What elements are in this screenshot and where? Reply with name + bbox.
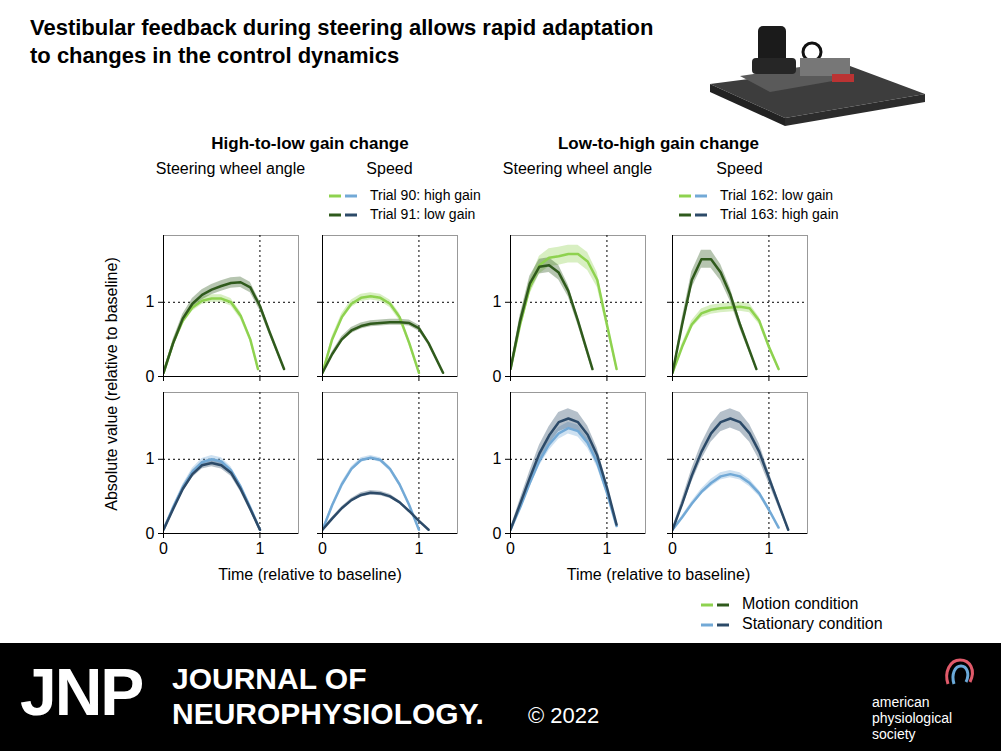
html-text:american physiological society: american physiological society	[872, 694, 953, 742]
svg-text:0: 0	[668, 540, 677, 557]
html-text:Time (relative to baseline): Time (relative to baseline)	[218, 566, 402, 583]
svg-text:0: 0	[159, 540, 168, 557]
html-text:Low-to-high gain change: Low-to-high gain change	[557, 134, 760, 153]
html-text:NEUROPHYSIOLOGY.: NEUROPHYSIOLOGY.	[172, 697, 484, 730]
html-text:Speed: Speed	[716, 160, 763, 177]
html-text:© 2022: © 2022	[528, 703, 600, 728]
svg-text:1: 1	[493, 450, 502, 467]
svg-text:1: 1	[146, 293, 155, 310]
html-text:Motion condition: Motion condition	[742, 595, 859, 612]
html-text:Vestibular feedback during ste: Vestibular feedback during steering allo…	[30, 15, 654, 68]
html-text:JOURNAL OF: JOURNAL OF	[172, 662, 367, 695]
html-text:Stationary condition: Stationary condition	[742, 615, 883, 632]
svg-text:1: 1	[602, 540, 611, 557]
svg-text:0: 0	[318, 540, 327, 557]
svg-text:0: 0	[146, 368, 155, 385]
svg-text:1: 1	[255, 540, 264, 557]
svg-text:0: 0	[493, 525, 502, 542]
html-text:Time (relative to baseline): Time (relative to baseline)	[566, 566, 751, 583]
html-text:Trial 163: high gain: Trial 163: high gain	[720, 206, 839, 222]
html-text:Trial 90: high gain: Trial 90: high gain	[370, 187, 481, 203]
html-text:Steering wheel angle: Steering wheel angle	[502, 160, 653, 177]
html-text:Trial 162: low gain: Trial 162: low gain	[720, 187, 834, 203]
html-text:Steering wheel angle: Steering wheel angle	[155, 160, 306, 177]
svg-text:1: 1	[146, 450, 155, 467]
svg-text:1: 1	[764, 540, 773, 557]
html-text:JNP: JNP	[20, 655, 143, 729]
svg-text:1: 1	[414, 540, 423, 557]
html-text:High-to-low gain change: High-to-low gain change	[211, 134, 409, 153]
html-text:Absolute value (relative to ba: Absolute value (relative to baseline)	[103, 257, 120, 511]
svg-text:0: 0	[506, 540, 515, 557]
svg-text:0: 0	[493, 368, 502, 385]
svg-text:0: 0	[146, 525, 155, 542]
svg-text:1: 1	[493, 293, 502, 310]
html-text:Speed: Speed	[366, 160, 413, 177]
html-text:Trial 91: low gain: Trial 91: low gain	[370, 206, 476, 222]
